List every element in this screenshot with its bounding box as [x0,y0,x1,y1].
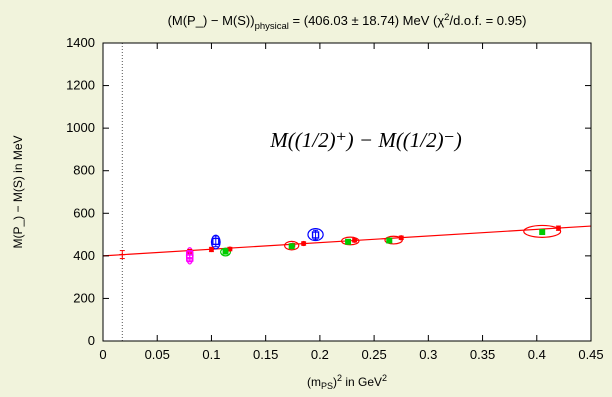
y-tick-label: 1200 [66,78,95,93]
plot-frame [102,42,592,342]
y-tick-label: 0 [88,333,95,348]
x-label-main: (m [307,375,321,389]
data-point [398,235,404,241]
error-ellipse [523,224,562,238]
x-tick-label: 0.15 [253,347,278,362]
error-ellipse [307,228,324,242]
x-tick-label: 0.3 [419,347,437,362]
data-point [301,240,307,247]
plot-area [103,43,591,341]
x-tick-label: 0.1 [202,347,220,362]
chart-marks [102,43,592,341]
x-label-subscript: PS [321,381,333,391]
y-tick-label: 1400 [66,35,95,50]
error-ellipse [210,234,221,250]
title-result: = (406.03 ± 18.74) MeV (χ [289,13,444,28]
x-label-close: ) [333,375,337,389]
title-subscript: physical [255,21,289,32]
y-tick-label: 200 [73,290,95,305]
y-tick-label: 600 [73,205,95,220]
data-point [227,246,233,252]
x-axis-label: (mPS)2 in GeV2 [307,373,387,391]
data-point [212,237,220,246]
x-tick-label: 0.45 [578,347,603,362]
data-point [311,231,320,239]
data-point [351,237,358,243]
data-point [386,237,393,244]
data-point [222,248,229,255]
x-tick-label: 0 [99,347,106,362]
error-ellipse [220,247,232,257]
x-tick-label: 0.4 [528,347,546,362]
x-label-unit-superscript: 2 [382,373,387,383]
data-point [186,254,194,262]
data-point [208,246,215,253]
title-tail: /d.o.f. = 0.95) [449,13,526,28]
x-tick-label: 0.2 [311,347,329,362]
y-tick-label: 1000 [66,120,95,135]
x-tick-label: 0.35 [470,347,495,362]
data-point [345,238,352,245]
y-axis-label: M(P_) − M(S) in MeV [11,135,25,248]
x-tick-label: 0.25 [361,347,386,362]
x-label-superscript: 2 [337,373,342,383]
chart-annotation: M((1/2)⁺) − M((1/2)⁻) [269,128,461,152]
chart-title: (M(P_) − M(S))physical = (406.03 ± 18.74… [168,12,527,32]
y-tick-label: 400 [73,248,95,263]
title-main: (M(P_) − M(S)) [168,13,255,28]
x-label-unit: in GeV [342,375,382,389]
error-ellipse [284,240,300,251]
data-point [288,243,295,250]
y-tick-label: 800 [73,163,95,178]
x-tick-label: 0.05 [145,347,170,362]
title-superscript: 2 [444,12,449,23]
data-point [555,225,562,231]
data-point [539,229,546,236]
